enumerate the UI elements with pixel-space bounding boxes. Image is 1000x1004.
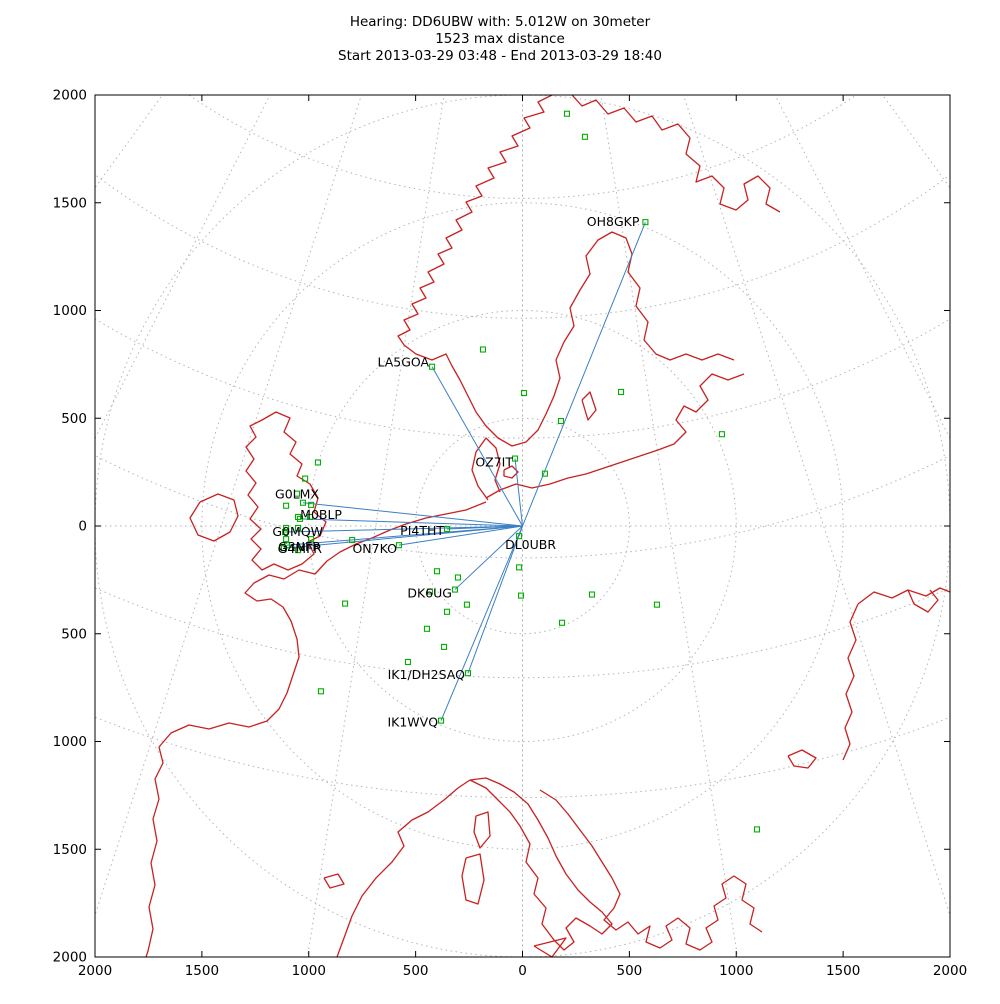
spot-marker [582, 134, 587, 139]
y-tick-label: 0 [78, 519, 87, 535]
x-tick-label: 1000 [292, 963, 326, 979]
latitude-parallel [0, 0, 1000, 438]
spot-marker [455, 575, 460, 580]
coastline-layer [146, 95, 950, 957]
y-tick-label: 1500 [53, 842, 87, 858]
spot-marker [315, 460, 320, 465]
station-label: IK1/DH2SAQ [388, 667, 466, 682]
station-label: LA5GOA [377, 355, 429, 370]
spot-marker [445, 609, 450, 614]
spot-marker [560, 620, 565, 625]
spot-marker [318, 689, 323, 694]
x-tick-label: 2000 [933, 963, 967, 979]
station-label: G0MQW [272, 524, 323, 539]
x-tick-label: 500 [403, 963, 429, 979]
coastline-path [540, 790, 762, 950]
spot-markers-layer [281, 111, 759, 832]
coastline-path [908, 590, 938, 612]
station-label: OH8GKP [587, 214, 640, 229]
coastline-path [474, 812, 490, 848]
spot-marker [464, 602, 469, 607]
coastline-path [324, 874, 344, 888]
propagation-line [523, 222, 646, 526]
propagation-lines-layer [284, 222, 645, 720]
spot-marker [619, 389, 624, 394]
station-label: DL0UBR [505, 537, 556, 552]
y-tick-label: 2000 [53, 88, 87, 104]
station-labels-layer: OH8GKPLA5GOAOZ7ITG0LMXM0BLPG0MQWG3NFRG4M… [272, 214, 639, 729]
latitude-parallel [0, 0, 1000, 558]
propagation-line [441, 526, 522, 721]
coastline-path [404, 232, 734, 446]
coastline-path [788, 750, 816, 768]
station-label: IK1WVQ [387, 715, 438, 730]
spot-marker [284, 503, 289, 508]
spot-marker [442, 644, 447, 649]
coastline-path [398, 95, 552, 345]
coastline-path [486, 374, 744, 498]
y-tick-label: 1500 [53, 195, 87, 211]
y-tick-label: 2000 [53, 950, 87, 966]
x-tick-label: 500 [616, 963, 642, 979]
longitude-meridian [210, 0, 523, 1000]
y-tick-label: 500 [61, 411, 87, 427]
coastline-path [572, 95, 780, 212]
y-tick-label: 500 [61, 626, 87, 642]
propagation-line [515, 459, 522, 526]
latitude-parallel [0, 0, 1000, 798]
spot-marker [424, 626, 429, 631]
coastline-path [470, 778, 612, 950]
propagation-line [432, 367, 522, 526]
spot-marker [517, 565, 522, 570]
spot-marker [754, 827, 759, 832]
y-tick-label: 1000 [53, 303, 87, 319]
propagation-line [455, 526, 523, 590]
coastline-path [843, 604, 858, 760]
spot-marker [343, 601, 348, 606]
coastline-path [337, 780, 470, 957]
spot-marker [558, 419, 563, 424]
spot-marker [719, 432, 724, 437]
spot-marker [589, 592, 594, 597]
coastline-path [462, 854, 484, 904]
station-label: PI4THT [400, 523, 444, 538]
y-tick-label: 1000 [53, 734, 87, 750]
latitude-parallel [47, 0, 998, 79]
x-tick-label: 1000 [719, 963, 753, 979]
spot-marker [435, 569, 440, 574]
latitude-parallel [0, 0, 1000, 198]
station-label: DK6UG [407, 586, 452, 601]
axis-layer: 2000 2000 1500 1500 1000 1000 500 500 0 0 500 500 10… [53, 88, 968, 980]
station-label: ON7KO [352, 541, 397, 556]
station-label: G0LMX [275, 487, 319, 502]
x-tick-label: 0 [518, 963, 527, 979]
spot-marker [654, 602, 659, 607]
x-tick-label: 1500 [826, 963, 860, 979]
latitude-parallel [0, 0, 1000, 318]
station-label: M0BLP [300, 507, 342, 522]
station-label: OZ7IT [475, 455, 513, 470]
station-label: G4MFR [278, 541, 323, 556]
x-tick-label: 1500 [185, 963, 219, 979]
spot-marker [564, 111, 569, 116]
latitude-parallel [0, 0, 1000, 678]
longitude-meridian [523, 0, 836, 1000]
spot-marker [405, 659, 410, 664]
spot-marker [480, 347, 485, 352]
coastline-path [190, 494, 238, 541]
coastline-path [582, 392, 596, 420]
